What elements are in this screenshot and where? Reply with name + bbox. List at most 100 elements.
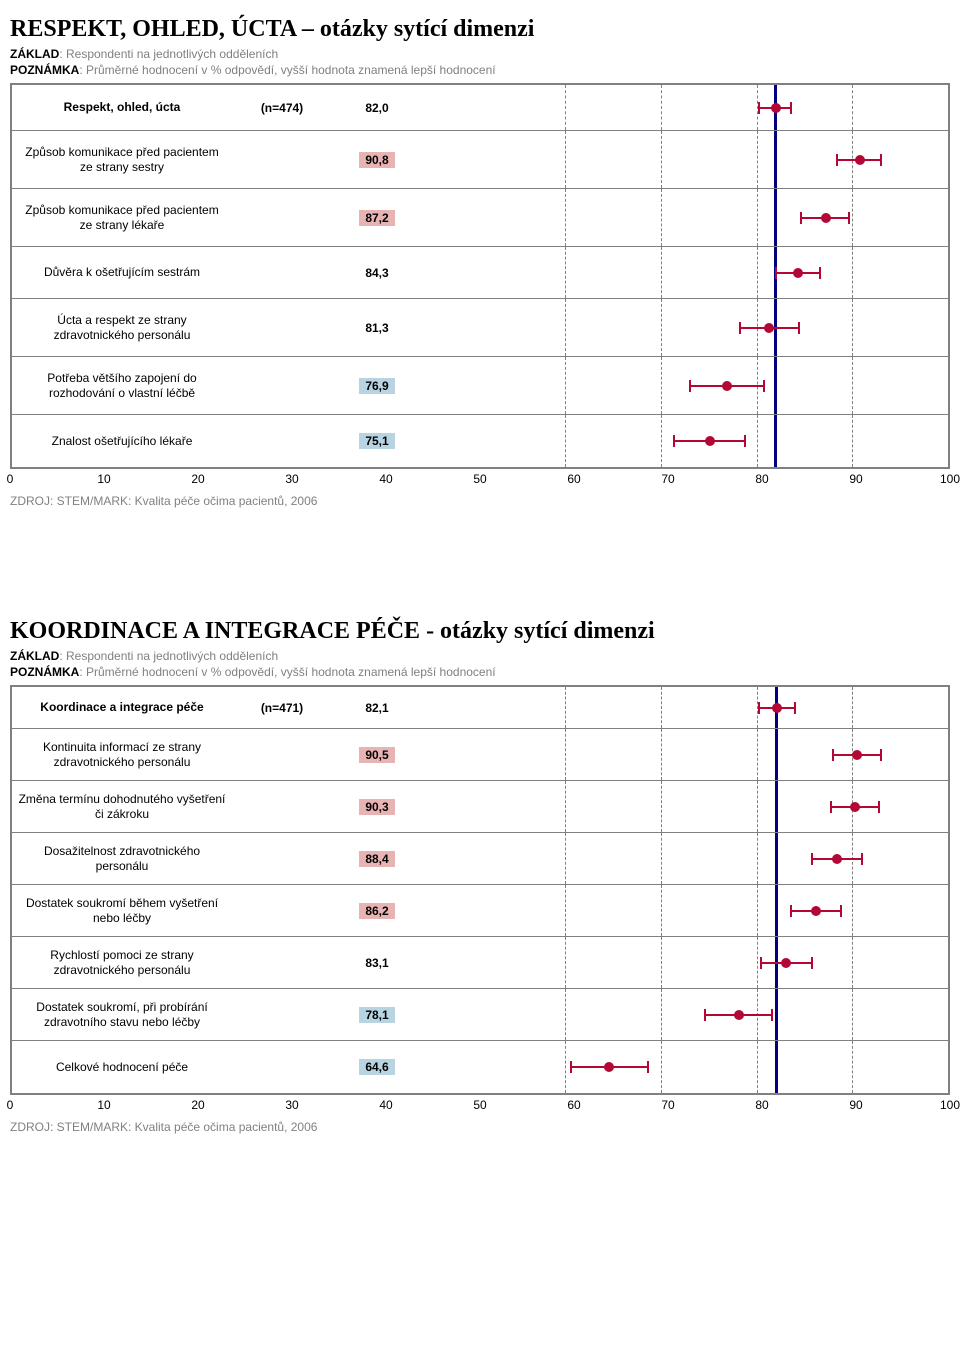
data-row: Úcta a respekt ze strany zdravotnického … (12, 299, 948, 357)
reference-line (775, 989, 778, 1040)
source-line: ZDROJ: STEM/MARK: Kvalita péče očima pac… (10, 1120, 950, 1134)
gridline (852, 989, 853, 1040)
value-cell: 75,1 (332, 415, 422, 467)
reference-line (775, 833, 778, 884)
data-point (832, 854, 842, 864)
error-cap (739, 322, 741, 334)
data-row: Kontinuita informací ze strany zdravotni… (12, 729, 948, 781)
gridline (565, 729, 566, 780)
n-label (232, 833, 332, 884)
row-label: Dosažitelnost zdravotnického personálu (12, 833, 232, 884)
value-label: 90,5 (359, 747, 394, 763)
data-row: Dosažitelnost zdravotnického personálu 88… (12, 833, 948, 885)
gridline (948, 687, 949, 728)
error-cap (830, 801, 832, 813)
row-label: Důvěra k ošetřujícím sestrám (12, 247, 232, 298)
gridline (565, 1041, 566, 1093)
header-row: Koordinace a integrace péče(n=471)82,1 (12, 687, 948, 729)
error-cap (811, 957, 813, 969)
gridline (661, 299, 662, 356)
value-cell: 78,1 (332, 989, 422, 1040)
axis-tick: 100 (940, 472, 960, 486)
gridline (948, 1041, 949, 1093)
error-cap (800, 212, 802, 224)
error-cap (840, 905, 842, 917)
row-label: Respekt, ohled, úcta (12, 85, 232, 130)
gridline (565, 85, 566, 130)
axis-tick: 80 (755, 1098, 768, 1112)
value-label: 64,6 (359, 1059, 394, 1075)
reference-line (774, 415, 777, 467)
value-cell: 90,3 (332, 781, 422, 832)
n-label: (n=474) (232, 85, 332, 130)
row-label: Znalost ošetřujícího lékaře (12, 415, 232, 467)
n-label (232, 885, 332, 936)
data-point (811, 906, 821, 916)
meta-zaklad: ZÁKLAD: Respondenti na jednotlivých oddě… (10, 47, 950, 61)
axis-tick: 20 (191, 472, 204, 486)
gridline (757, 415, 758, 467)
axis-tick: 70 (661, 1098, 674, 1112)
row-label: Celkové hodnocení péče (12, 1041, 232, 1093)
plot-cell (422, 189, 948, 246)
plot-cell (422, 781, 948, 832)
plot-cell (422, 85, 948, 130)
value-cell: 90,8 (332, 131, 422, 188)
gridline (661, 781, 662, 832)
error-cap (763, 380, 765, 392)
gridline (661, 989, 662, 1040)
gridline (565, 189, 566, 246)
x-axis: 0102030405060708090100 (10, 472, 950, 488)
data-row: Důvěra k ošetřujícím sestrám 84,3 (12, 247, 948, 299)
axis-tick: 40 (379, 472, 392, 486)
gridline (661, 357, 662, 414)
gridline (565, 781, 566, 832)
value-cell: 88,4 (332, 833, 422, 884)
value-cell: 86,2 (332, 885, 422, 936)
plot-cell (422, 937, 948, 988)
gridline (852, 85, 853, 130)
row-label: Koordinace a integrace péče (12, 687, 232, 728)
gridline (565, 687, 566, 728)
data-point (850, 802, 860, 812)
gridline (948, 189, 949, 246)
error-cap (878, 801, 880, 813)
axis-tick: 80 (755, 472, 768, 486)
data-point (852, 750, 862, 760)
axis-tick: 70 (661, 472, 674, 486)
plot-cell (422, 885, 948, 936)
value-label: 90,3 (359, 799, 394, 815)
data-row: Způsob komunikace před pacientem ze stra… (12, 189, 948, 247)
row-label: Rychlostí pomoci ze strany zdravotnickéh… (12, 937, 232, 988)
gridline (661, 85, 662, 130)
n-label (232, 189, 332, 246)
n-label (232, 247, 332, 298)
header-row: Respekt, ohled, úcta(n=474)82,0 (12, 85, 948, 131)
data-row: Změna termínu dohodnutého vyšetření či z… (12, 781, 948, 833)
row-label: Dostatek soukromí, při probírání zdravot… (12, 989, 232, 1040)
gridline (852, 1041, 853, 1093)
value-label: 83,1 (359, 955, 394, 971)
gridline (948, 247, 949, 298)
gridline (757, 189, 758, 246)
data-point (734, 1010, 744, 1020)
n-label (232, 415, 332, 467)
value-cell: 87,2 (332, 189, 422, 246)
plot-cell (422, 415, 948, 467)
gridline (948, 131, 949, 188)
gridline (948, 729, 949, 780)
axis-tick: 0 (7, 472, 14, 486)
value-label: 84,3 (359, 265, 394, 281)
row-label: Dostatek soukromí během vyšetření nebo l… (12, 885, 232, 936)
value-label: 76,9 (359, 378, 394, 394)
n-label (232, 989, 332, 1040)
error-cap (647, 1061, 649, 1073)
gridline (852, 247, 853, 298)
gridline (661, 687, 662, 728)
data-point (781, 958, 791, 968)
error-cap (758, 702, 760, 714)
row-label: Změna termínu dohodnutého vyšetření či z… (12, 781, 232, 832)
axis-tick: 60 (567, 472, 580, 486)
row-label: Způsob komunikace před pacientem ze stra… (12, 131, 232, 188)
gridline (661, 937, 662, 988)
